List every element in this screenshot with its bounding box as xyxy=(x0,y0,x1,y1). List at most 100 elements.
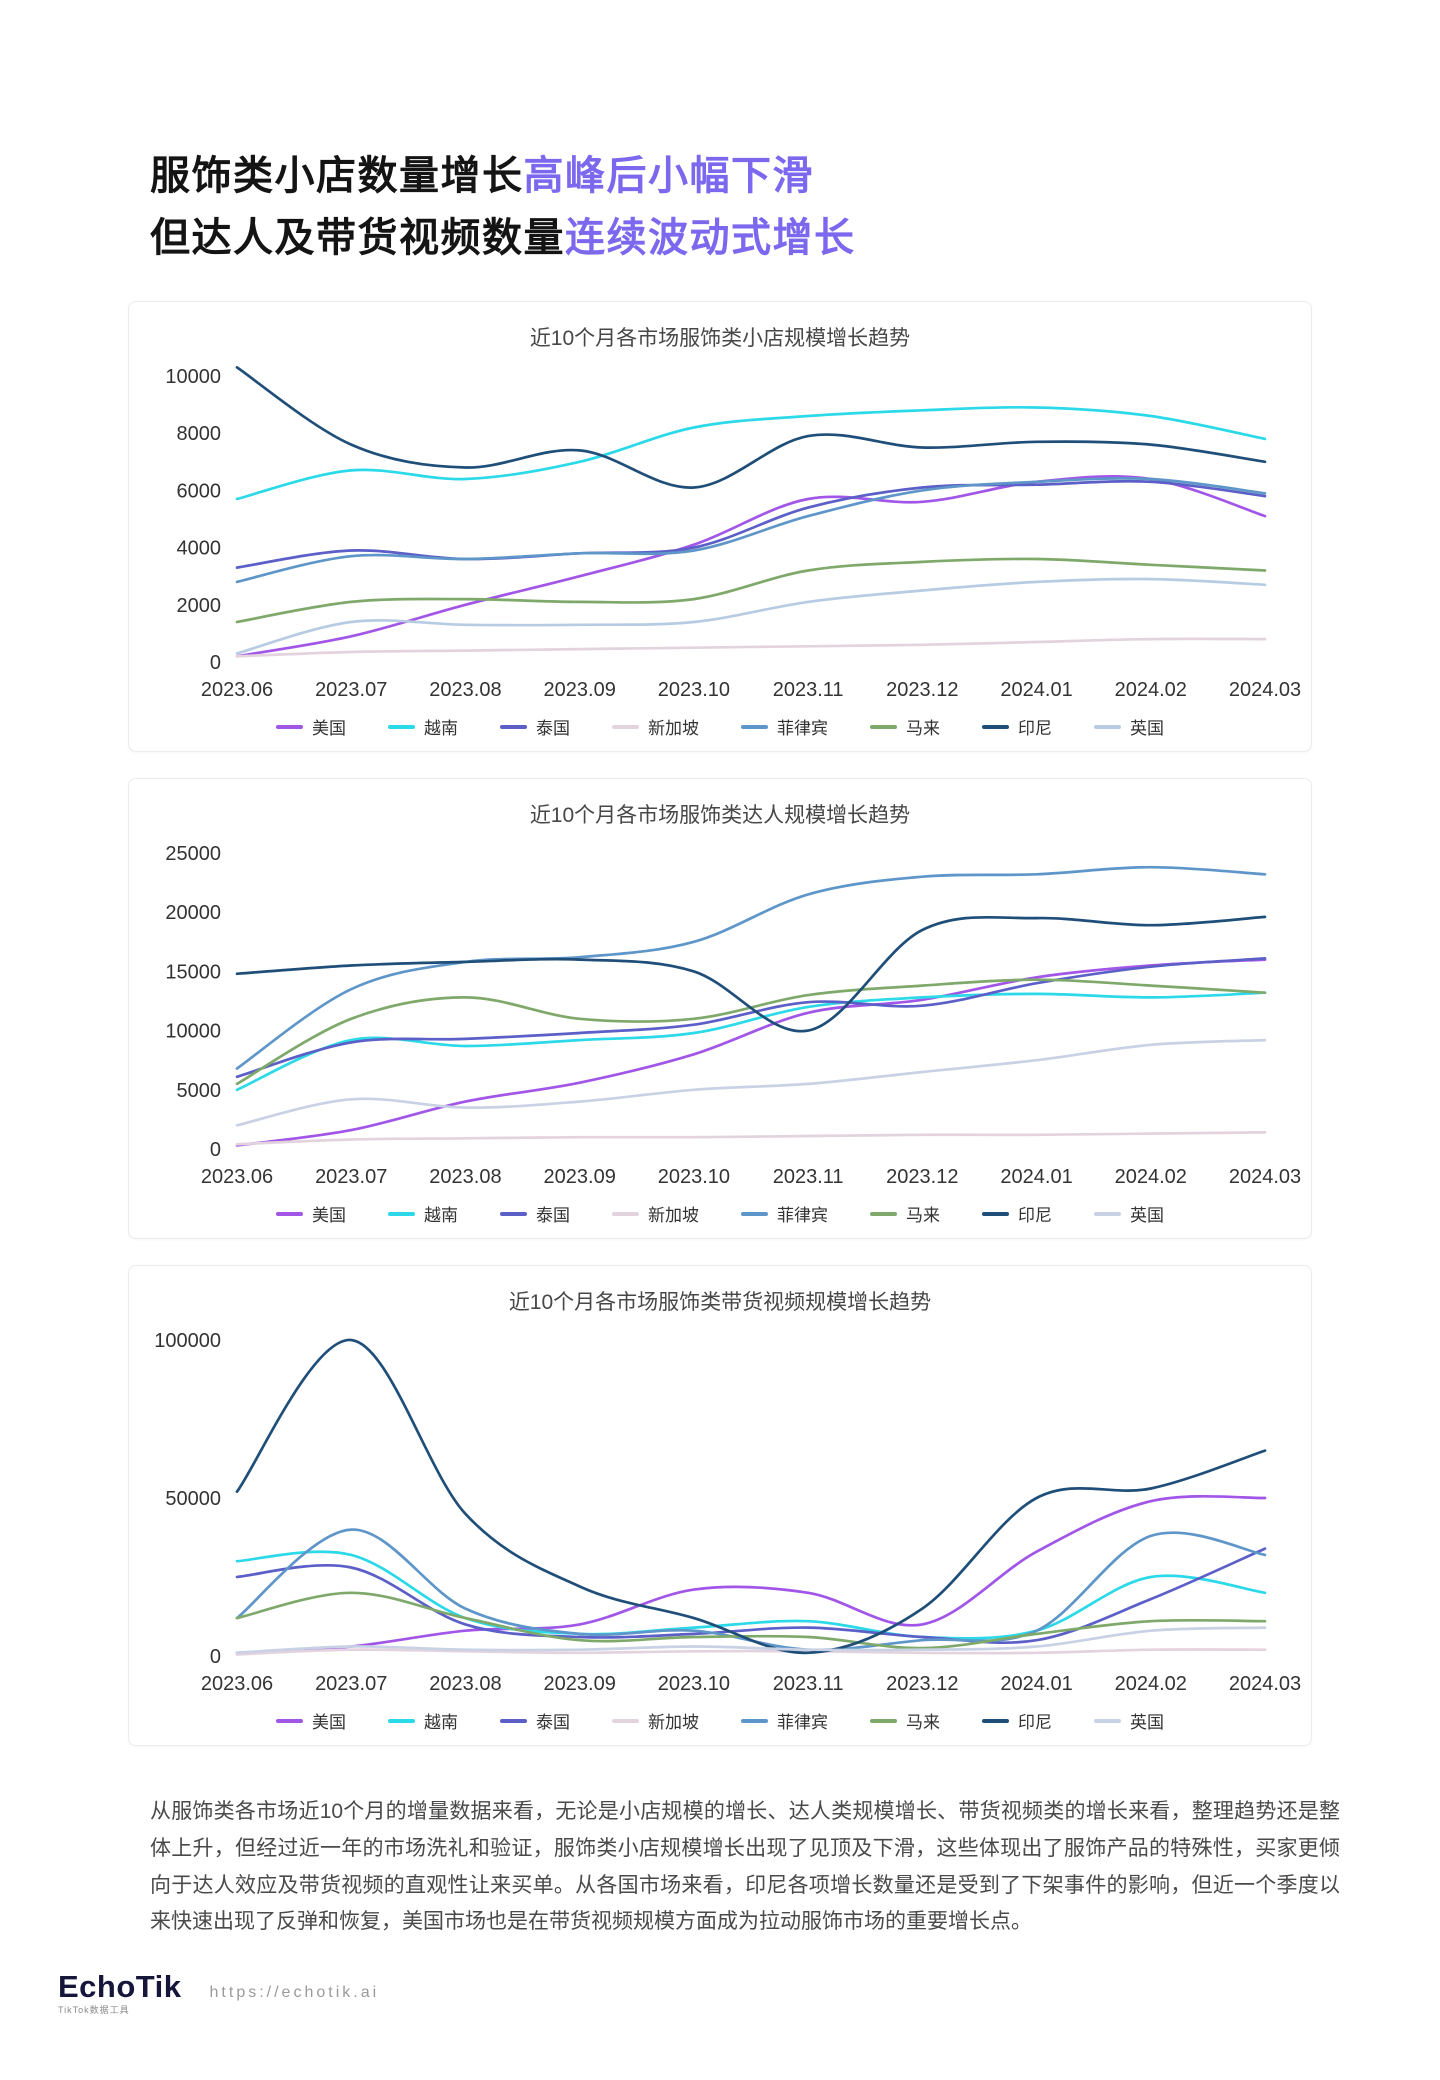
creator-chart-title: 近10个月各市场服饰类达人规模增长趋势 xyxy=(529,804,911,827)
x-axis-tick-label: 2023.06 xyxy=(201,1673,273,1695)
series-line-菲律宾 xyxy=(235,1528,1267,1652)
title-line1-normal: 服饰类小店数量增长 xyxy=(150,154,524,198)
x-axis-tick-label: 2023.07 xyxy=(315,1673,387,1695)
legend-item-越南[interactable]: 越南 xyxy=(388,1201,458,1226)
x-axis-tick-label: 2023.06 xyxy=(201,679,273,701)
video-growth-line-chart: 0 50000 100000 2023.06 2023.07 2023.08 2023.09… xyxy=(154,1330,1301,1695)
legend-item-新加坡[interactable]: 新加坡 xyxy=(612,1708,699,1733)
y-axis-tick-label: 10000 xyxy=(165,366,221,388)
x-axis-tick-label: 2023.09 xyxy=(544,1166,616,1188)
legend-label: 马来 xyxy=(906,1713,940,1732)
legend-item-菲律宾[interactable]: 菲律宾 xyxy=(741,1201,828,1226)
legend-item-美国[interactable]: 美国 xyxy=(276,714,346,739)
title-line-2: 但达人及带货视频数量连续波动式增长 xyxy=(150,207,1312,269)
y-axis-tick-label: 8000 xyxy=(177,423,222,445)
legend-swatch xyxy=(870,1718,897,1723)
y-axis-tick-label: 100000 xyxy=(154,1330,221,1352)
x-axis-tick-label: 2024.03 xyxy=(1229,1166,1301,1188)
series-line-马来 xyxy=(235,557,1267,624)
video-growth-chart-card: 近10个月各市场服饰类带货视频规模增长趋势 0 50000 100000 2023.0… xyxy=(128,1265,1312,1746)
legend-swatch xyxy=(982,1718,1009,1723)
legend-item-菲律宾[interactable]: 菲律宾 xyxy=(741,714,828,739)
legend-swatch xyxy=(982,1211,1009,1216)
x-axis-tick-label: 2024.02 xyxy=(1115,1673,1187,1695)
shop-chart-legend: 美国 越南 泰国 新加坡 菲律宾 马来 印尼 英国 xyxy=(145,714,1295,739)
analysis-paragraph: 从服饰类各市场近10个月的增量数据来看，无论是小店规模的增长、达人类规模增长、带… xyxy=(150,1800,1340,1934)
legend-swatch xyxy=(741,724,768,729)
legend-item-英国[interactable]: 英国 xyxy=(1094,714,1164,739)
video-chart-legend: 美国 越南 泰国 新加坡 菲律宾 马来 印尼 英国 xyxy=(145,1708,1295,1733)
y-axis-tick-label: 2000 xyxy=(177,595,222,617)
series-line-新加坡 xyxy=(235,637,1267,658)
legend-swatch xyxy=(1094,1718,1121,1723)
video-chart-title: 近10个月各市场服饰类带货视频规模增长趋势 xyxy=(508,1291,932,1314)
legend-swatch xyxy=(741,1211,768,1216)
shop-growth-line-chart: 0 2000 4000 6000 8000 10000 2023.06 2023.07 2023… xyxy=(165,366,1301,701)
legend-label: 印尼 xyxy=(1018,1206,1052,1225)
legend-item-越南[interactable]: 越南 xyxy=(388,1708,458,1733)
legend-label: 马来 xyxy=(906,719,940,738)
x-axis-tick-label: 2023.10 xyxy=(658,679,730,701)
y-axis-tick-label: 0 xyxy=(210,1646,221,1668)
series-line-泰国 xyxy=(235,479,1267,569)
y-axis-tick-label: 50000 xyxy=(165,1488,221,1510)
legend-item-马来[interactable]: 马来 xyxy=(870,1201,940,1226)
legend-swatch xyxy=(1094,1211,1121,1216)
y-axis-tick-label: 5000 xyxy=(177,1080,222,1102)
legend-label: 越南 xyxy=(424,719,458,738)
legend-label: 英国 xyxy=(1130,719,1164,738)
legend-item-泰国[interactable]: 泰国 xyxy=(500,714,570,739)
legend-swatch xyxy=(982,724,1009,729)
legend-swatch xyxy=(276,1718,303,1723)
creator-chart-legend: 美国 越南 泰国 新加坡 菲律宾 马来 印尼 英国 xyxy=(145,1201,1295,1226)
y-axis-tick-label: 10000 xyxy=(165,1021,221,1043)
legend-label: 菲律宾 xyxy=(777,1206,828,1225)
legend-item-泰国[interactable]: 泰国 xyxy=(500,1201,570,1226)
legend-item-泰国[interactable]: 泰国 xyxy=(500,1708,570,1733)
x-axis-tick-label: 2023.07 xyxy=(315,679,387,701)
legend-swatch xyxy=(276,724,303,729)
legend-label: 英国 xyxy=(1130,1713,1164,1732)
x-axis-tick-label: 2023.09 xyxy=(544,1673,616,1695)
title-line-1: 服饰类小店数量增长高峰后小幅下滑 xyxy=(150,145,1312,207)
legend-item-美国[interactable]: 美国 xyxy=(276,1708,346,1733)
legend-item-马来[interactable]: 马来 xyxy=(870,1708,940,1733)
legend-item-越南[interactable]: 越南 xyxy=(388,714,458,739)
legend-swatch xyxy=(612,724,639,729)
x-axis-tick-label: 2023.08 xyxy=(429,679,501,701)
series-line-泰国 xyxy=(235,1547,1267,1645)
series-line-马来 xyxy=(235,978,1267,1086)
legend-item-印尼[interactable]: 印尼 xyxy=(982,714,1052,739)
legend-label: 印尼 xyxy=(1018,1713,1052,1732)
legend-swatch xyxy=(612,1718,639,1723)
y-axis-tick-label: 15000 xyxy=(165,961,221,983)
series-line-新加坡 xyxy=(235,1648,1267,1656)
legend-item-英国[interactable]: 英国 xyxy=(1094,1708,1164,1733)
legend-label: 新加坡 xyxy=(648,1713,699,1732)
legend-item-新加坡[interactable]: 新加坡 xyxy=(612,714,699,739)
legend-swatch xyxy=(388,1211,415,1216)
legend-item-新加坡[interactable]: 新加坡 xyxy=(612,1201,699,1226)
legend-label: 马来 xyxy=(906,1206,940,1225)
legend-item-印尼[interactable]: 印尼 xyxy=(982,1201,1052,1226)
x-axis-tick-label: 2024.01 xyxy=(1000,1166,1072,1188)
x-axis-tick-label: 2023.08 xyxy=(429,1673,501,1695)
legend-swatch xyxy=(500,724,527,729)
series-line-马来 xyxy=(235,1591,1267,1650)
legend-item-马来[interactable]: 马来 xyxy=(870,714,940,739)
site-url-link[interactable]: https://echotik.ai xyxy=(209,1984,380,2001)
legend-item-印尼[interactable]: 印尼 xyxy=(982,1708,1052,1733)
y-axis-tick-label: 25000 xyxy=(165,843,221,865)
legend-swatch xyxy=(388,1718,415,1723)
x-axis-tick-label: 2023.12 xyxy=(886,1673,958,1695)
legend-item-菲律宾[interactable]: 菲律宾 xyxy=(741,1708,828,1733)
title-line1-highlight: 高峰后小幅下滑 xyxy=(523,154,814,198)
y-axis-tick-label: 6000 xyxy=(177,480,222,502)
x-axis-tick-label: 2023.10 xyxy=(658,1673,730,1695)
series-line-美国 xyxy=(235,958,1267,1147)
legend-swatch xyxy=(870,1211,897,1216)
echotik-logo: EchoTik TikTok数据工具 xyxy=(58,1971,182,2015)
legend-item-美国[interactable]: 美国 xyxy=(276,1201,346,1226)
shop-chart-title: 近10个月各市场服饰类小店规模增长趋势 xyxy=(529,327,911,350)
legend-item-英国[interactable]: 英国 xyxy=(1094,1201,1164,1226)
